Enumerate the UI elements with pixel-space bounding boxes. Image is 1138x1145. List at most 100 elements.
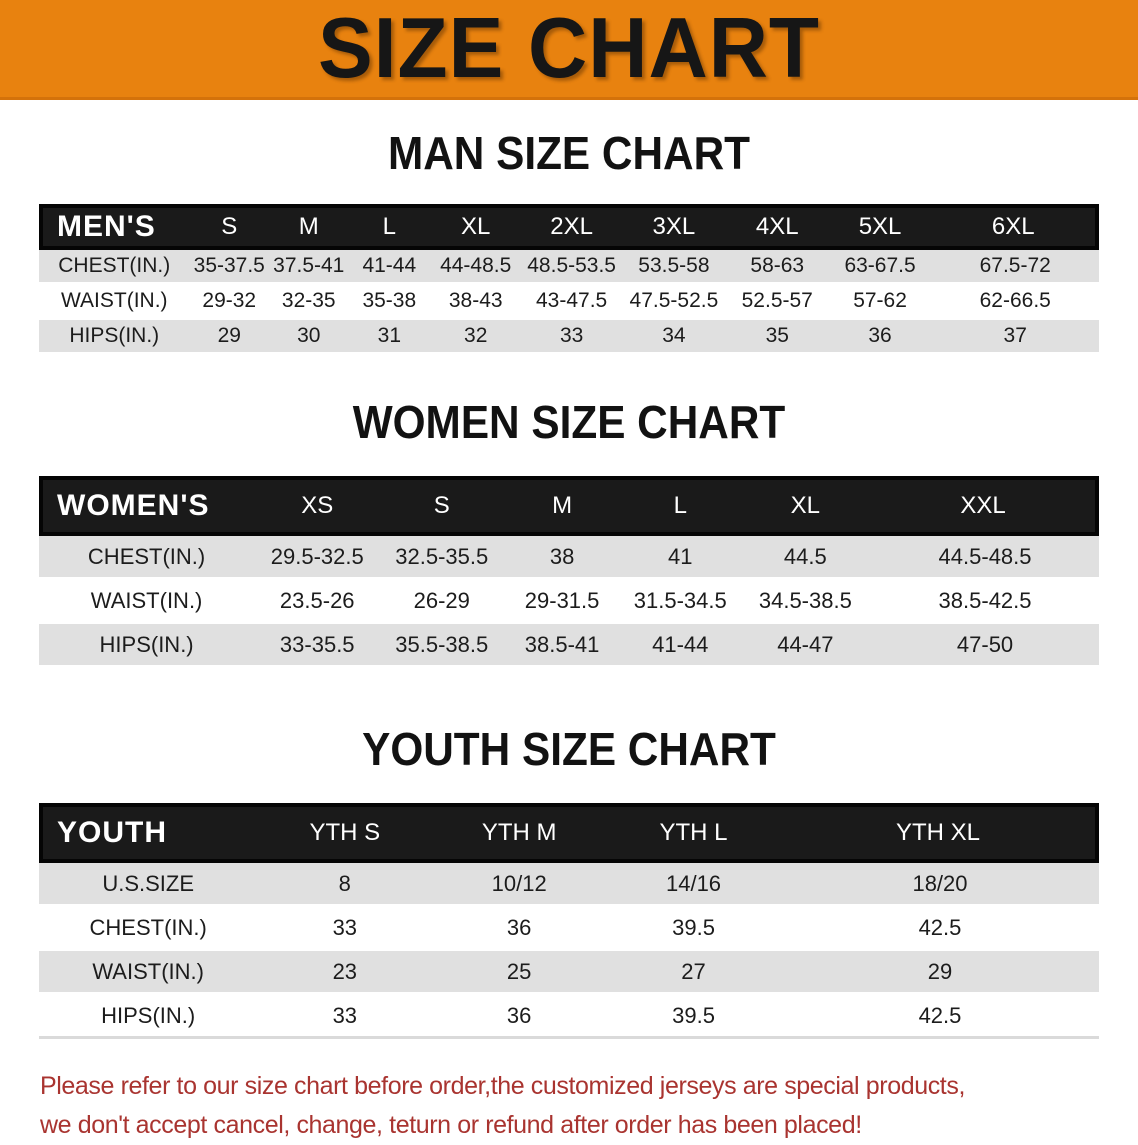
size-column-header: XS	[254, 476, 381, 536]
size-value-cell: 38	[503, 536, 621, 580]
size-value-cell: 63-67.5	[828, 250, 932, 285]
size-column-header: M	[503, 476, 621, 536]
size-column-header: XXL	[871, 476, 1099, 536]
size-value-cell: 38-43	[430, 285, 522, 320]
size-column-header: S	[380, 476, 504, 536]
size-value-cell: 42.5	[780, 907, 1099, 951]
size-value-cell: 57-62	[828, 285, 932, 320]
measurement-row-label: HIPS(IN.)	[39, 624, 255, 668]
size-value-cell: 14/16	[606, 863, 781, 907]
table-row: WAIST(IN.) 23.5-26 26-29 29-31.5 31.5-34.5 34…	[39, 580, 1099, 624]
size-value-cell: 8	[257, 863, 433, 907]
size-value-cell: 10/12	[432, 863, 607, 907]
size-value-cell: 29-32	[189, 285, 270, 320]
table-row: HIPS(IN.) 29 30 31 32 33 34 35 36 37	[39, 320, 1099, 355]
size-value-cell: 29.5-32.5	[254, 536, 381, 580]
size-value-cell: 43-47.5	[521, 285, 622, 320]
size-value-cell: 33	[257, 907, 433, 951]
size-value-cell: 32-35	[269, 285, 349, 320]
page-title: SIZE CHART	[318, 0, 820, 96]
size-value-cell: 36	[828, 320, 932, 355]
table-row: CHEST(IN.) 29.5-32.5 32.5-35.5 38 41 44.5 44.5…	[39, 536, 1099, 580]
size-value-cell: 35-38	[348, 285, 431, 320]
size-value-cell: 67.5-72	[931, 250, 1099, 285]
size-column-header: 2XL	[521, 204, 622, 250]
size-value-cell: 30	[269, 320, 349, 355]
size-value-cell: 37	[931, 320, 1099, 355]
youth-size-section: YOUTH SIZE CHART YOUTH YTH S YTH M YTH L YTH…	[0, 722, 1138, 1039]
size-value-cell: 36	[432, 907, 607, 951]
size-column-header: S	[189, 204, 270, 250]
size-value-cell: 39.5	[606, 995, 781, 1039]
youth-section-heading: YOUTH SIZE CHART	[362, 723, 776, 775]
measurement-row-label: U.S.SIZE	[39, 863, 258, 907]
size-value-cell: 48.5-53.5	[521, 250, 622, 285]
table-group-label: WOMEN'S	[39, 476, 255, 536]
size-column-header: 6XL	[931, 204, 1099, 250]
size-value-cell: 47.5-52.5	[621, 285, 726, 320]
size-chart-content: MAN SIZE CHART MEN'S S M L XL 2XL 3XL 4XL 5XL 6XL…	[0, 126, 1138, 1145]
size-value-cell: 44.5-48.5	[871, 536, 1099, 580]
size-value-cell: 35.5-38.5	[380, 624, 504, 668]
size-value-cell: 25	[432, 951, 607, 995]
measurement-row-label: WAIST(IN.)	[39, 285, 190, 320]
size-value-cell: 34	[621, 320, 726, 355]
size-value-cell: 42.5	[780, 995, 1099, 1039]
table-row: U.S.SIZE 8 10/12 14/16 18/20	[39, 863, 1099, 907]
table-row: CHEST(IN.) 35-37.5 37.5-41 41-44 44-48.5 48.5…	[39, 250, 1099, 285]
size-value-cell: 35-37.5	[189, 250, 270, 285]
size-value-cell: 18/20	[780, 863, 1099, 907]
table-header-row: WOMEN'S XS S M L XL XXL	[39, 476, 1099, 536]
measurement-row-label: CHEST(IN.)	[39, 250, 190, 285]
table-row: HIPS(IN.) 33 36 39.5 42.5	[39, 995, 1099, 1039]
table-row: WAIST(IN.) 23 25 27 29	[39, 951, 1099, 995]
size-column-header: 4XL	[725, 204, 829, 250]
size-value-cell: 23.5-26	[254, 580, 381, 624]
size-value-cell: 33-35.5	[254, 624, 381, 668]
table-header-row: YOUTH YTH S YTH M YTH L YTH XL	[39, 803, 1099, 863]
men-size-section: MAN SIZE CHART MEN'S S M L XL 2XL 3XL 4XL 5XL 6XL…	[0, 126, 1138, 355]
size-value-cell: 39.5	[606, 907, 781, 951]
size-value-cell: 44-47	[739, 624, 872, 668]
men-size-table: MEN'S S M L XL 2XL 3XL 4XL 5XL 6XL CHEST(IN.) 35-37…	[39, 204, 1099, 355]
size-value-cell: 37.5-41	[269, 250, 349, 285]
order-disclaimer: Please refer to our size chart before or…	[40, 1067, 1098, 1145]
table-row: WAIST(IN.) 29-32 32-35 35-38 38-43 43-47.5 47.…	[39, 285, 1099, 320]
disclaimer-line-2: we don't accept cancel, change, teturn o…	[40, 1110, 862, 1139]
table-group-label: YOUTH	[39, 803, 258, 863]
size-column-header: 5XL	[828, 204, 932, 250]
size-value-cell: 29-31.5	[503, 580, 621, 624]
size-column-header: YTH S	[257, 803, 433, 863]
size-column-header: 3XL	[621, 204, 726, 250]
size-value-cell: 62-66.5	[931, 285, 1099, 320]
size-column-header: M	[269, 204, 349, 250]
size-value-cell: 52.5-57	[725, 285, 829, 320]
men-section-heading: MAN SIZE CHART	[387, 127, 751, 179]
size-value-cell: 41-44	[348, 250, 431, 285]
size-value-cell: 36	[432, 995, 607, 1039]
size-value-cell: 31.5-34.5	[620, 580, 740, 624]
table-header-row: MEN'S S M L XL 2XL 3XL 4XL 5XL 6XL	[39, 204, 1099, 250]
size-value-cell: 33	[521, 320, 622, 355]
size-value-cell: 23	[257, 951, 433, 995]
measurement-row-label: HIPS(IN.)	[39, 995, 258, 1039]
disclaimer-line-1: Please refer to our size chart before or…	[40, 1072, 965, 1100]
size-value-cell: 53.5-58	[621, 250, 726, 285]
size-column-header: L	[348, 204, 431, 250]
table-row: HIPS(IN.) 33-35.5 35.5-38.5 38.5-41 41-44 44-…	[39, 624, 1099, 668]
women-size-table: WOMEN'S XS S M L XL XXL CHEST(IN.) 29.5-32.5 32.5…	[39, 476, 1099, 668]
women-size-section: WOMEN SIZE CHART WOMEN'S XS S M L XL XXL CHEST(…	[0, 395, 1138, 668]
size-value-cell: 32	[430, 320, 522, 355]
size-column-header: YTH XL	[780, 803, 1099, 863]
size-column-header: YTH L	[606, 803, 781, 863]
measurement-row-label: HIPS(IN.)	[39, 320, 190, 355]
size-value-cell: 26-29	[380, 580, 504, 624]
size-value-cell: 44.5	[739, 536, 872, 580]
measurement-row-label: CHEST(IN.)	[39, 907, 258, 951]
size-column-header: XL	[430, 204, 522, 250]
size-value-cell: 38.5-42.5	[871, 580, 1099, 624]
size-column-header: YTH M	[432, 803, 607, 863]
size-value-cell: 44-48.5	[430, 250, 522, 285]
size-value-cell: 47-50	[871, 624, 1099, 668]
size-value-cell: 32.5-35.5	[380, 536, 504, 580]
